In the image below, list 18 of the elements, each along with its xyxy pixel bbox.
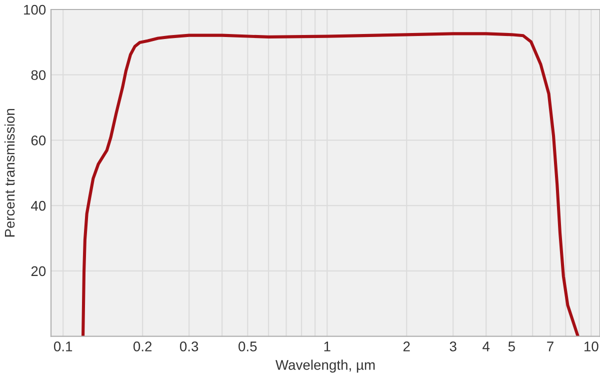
y-tick-label: 60 [31, 136, 46, 146]
x-tick-label: 0.5 [238, 342, 257, 352]
x-tick-label: 0.2 [133, 342, 152, 352]
x-tick-label: 0.1 [54, 342, 72, 352]
x-tick-label: 7 [547, 342, 554, 352]
x-axis-title: Wavelength, µm [276, 360, 375, 373]
x-tick-label: 3 [450, 342, 456, 352]
x-tick-label: 1 [324, 342, 330, 352]
y-tick-label: 100 [24, 4, 46, 15]
y-tick-label: 40 [31, 200, 46, 211]
x-tick-label: 5 [508, 342, 515, 352]
y-tick-label: 20 [31, 266, 46, 276]
x-tick-label: 0.3 [180, 342, 198, 352]
y-tick-label: 80 [31, 70, 46, 80]
y-axis-title: Percent transmission [4, 108, 15, 237]
x-tick-label: 2 [403, 342, 410, 352]
x-tick-label: 10 [584, 342, 598, 352]
x-tick-label: 4 [482, 342, 490, 352]
